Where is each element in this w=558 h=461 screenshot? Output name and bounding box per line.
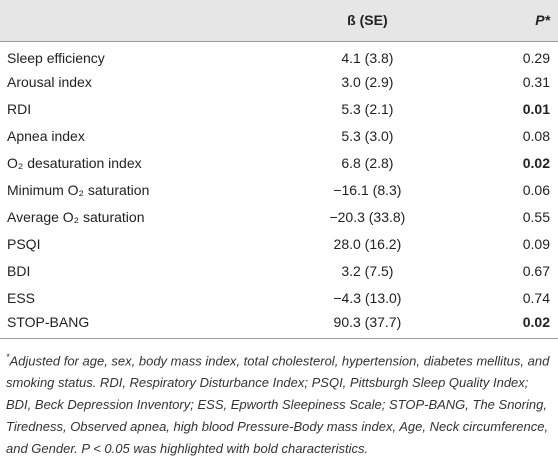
table-row: Arousal index 3.0 (2.9) 0.31 — [0, 68, 558, 95]
label-header — [0, 0, 274, 41]
row-p-value: 0.01 — [522, 100, 550, 117]
row-estimate: 5.3 (3.0) — [341, 127, 394, 144]
table-row: STOP-BANG 90.3 (37.7) 0.02 — [0, 311, 558, 338]
footnote-text: Adjusted for age, sex, body mass index, … — [6, 352, 550, 456]
row-label: Arousal index — [7, 73, 92, 90]
row-p-value: 0.74 — [522, 289, 550, 306]
row-p-value: 0.09 — [522, 235, 550, 252]
table-row: BDI 3.2 (7.5) 0.67 — [0, 257, 558, 284]
results-table: ß (SE) P* Sleep efficiency 4.1 (3.8) 0.29 A… — [0, 0, 558, 338]
row-label: STOP-BANG — [7, 313, 90, 330]
row-label: BDI — [7, 262, 31, 279]
row-label: Sleep efficiency — [7, 50, 105, 67]
row-label: PSQI — [7, 235, 41, 252]
row-label: Apnea index — [7, 127, 85, 144]
table-body: Sleep efficiency 4.1 (3.8) 0.29 Arousal ind… — [0, 41, 558, 338]
estimate-header: ß (SE) — [347, 12, 388, 29]
row-p-value: 0.02 — [522, 154, 550, 171]
table-header: ß (SE) P* — [0, 0, 558, 41]
row-label: ESS — [7, 289, 36, 306]
row-estimate: 5.3 (2.1) — [341, 100, 394, 117]
table-row: Apnea index 5.3 (3.0) 0.08 — [0, 122, 558, 149]
row-p-value: 0.31 — [522, 73, 550, 90]
row-p-value: 0.02 — [522, 313, 550, 330]
row-p-value: 0.29 — [522, 50, 550, 67]
row-p-value: 0.67 — [522, 262, 550, 279]
footnote-marker: * — [6, 351, 10, 362]
table-row: Average O₂ saturation −20.3 (33.8) 0.55 — [0, 203, 558, 230]
table-row: Sleep efficiency 4.1 (3.8) 0.29 — [0, 41, 558, 68]
table-row: O₂ desaturation index 6.8 (2.8) 0.02 — [0, 149, 558, 176]
row-estimate: −20.3 (33.8) — [329, 208, 406, 225]
row-estimate: 28.0 (16.2) — [333, 235, 402, 252]
row-label: RDI — [7, 100, 32, 117]
row-estimate: 3.2 (7.5) — [341, 262, 394, 279]
row-estimate: −16.1 (8.3) — [333, 181, 402, 198]
row-label: Average O₂ saturation — [7, 208, 145, 225]
row-label: O₂ desaturation index — [7, 154, 142, 171]
table-row: Minimum O₂ saturation −16.1 (8.3) 0.06 — [0, 176, 558, 203]
p-header: P* — [535, 12, 550, 29]
row-p-value: 0.55 — [522, 208, 550, 225]
row-estimate: 3.0 (2.9) — [341, 73, 394, 90]
row-p-value: 0.06 — [522, 181, 550, 198]
footnote: *Adjusted for age, sex, body mass index,… — [0, 339, 558, 460]
row-estimate: 6.8 (2.8) — [341, 154, 394, 171]
row-label: Minimum O₂ saturation — [7, 181, 150, 198]
row-estimate: 90.3 (37.7) — [333, 313, 402, 330]
row-estimate: −4.3 (13.0) — [333, 289, 402, 306]
table-row: ESS −4.3 (13.0) 0.74 — [0, 284, 558, 311]
header-row: ß (SE) P* — [0, 0, 558, 41]
table-row: RDI 5.3 (2.1) 0.01 — [0, 95, 558, 122]
table-row: PSQI 28.0 (16.2) 0.09 — [0, 230, 558, 257]
row-estimate: 4.1 (3.8) — [341, 50, 394, 67]
row-p-value: 0.08 — [522, 127, 550, 144]
